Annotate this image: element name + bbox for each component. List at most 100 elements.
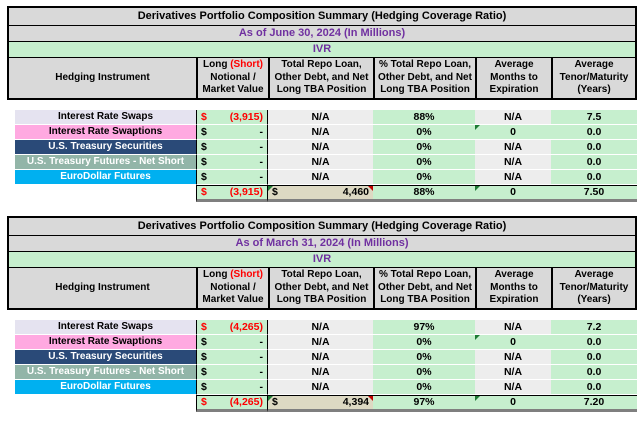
currency-symbol: $ — [201, 141, 207, 153]
spacer — [7, 155, 15, 170]
notional-value: - — [259, 336, 264, 348]
pct-cell: 97% — [373, 320, 475, 335]
tenor-cell: 0.0 — [551, 125, 637, 140]
tenor-cell: 7.5 — [551, 110, 637, 125]
currency-symbol: $ — [201, 126, 207, 138]
notional-cell: $ - — [196, 140, 268, 155]
row-label-us-treasury-futures: U.S. Treasury Futures - Net Short — [15, 155, 196, 170]
notional-cell: $ - — [196, 380, 268, 395]
notional-value: (4,265) — [229, 321, 263, 333]
col-header-avg-tenor: Average Tenor/Maturity (Years) — [551, 268, 635, 308]
notional-value: (3,915) — [229, 111, 263, 123]
spacer — [7, 395, 15, 412]
tenor-cell: 0.0 — [551, 380, 637, 395]
pct-cell: 0% — [373, 170, 475, 185]
total-months-cell: 0 — [475, 185, 551, 202]
col-header-label: Hedging Instrument — [55, 72, 150, 84]
repo-cell: N/A — [268, 380, 373, 395]
pct-cell: 0% — [373, 365, 475, 380]
col-header-pct-total-repo: % Total Repo Loan, Other Debt, and Net L… — [373, 58, 475, 98]
green-corner-indicator-icon — [475, 396, 480, 401]
notional-cell: $ - — [196, 350, 268, 365]
spacer — [7, 125, 15, 140]
col-header-avg-months: Average Months to Expiration — [475, 268, 551, 308]
total-notional-cell: $ (4,265) — [196, 395, 268, 412]
green-corner-indicator-icon — [475, 186, 480, 191]
green-corner-indicator-icon — [268, 186, 273, 191]
col-header-hedging-instrument: Hedging Instrument — [9, 268, 196, 308]
total-row: $ (4,265) $4,394 97% 0 7.20 — [7, 395, 637, 412]
row-label-interest-rate-swaptions: Interest Rate Swaptions — [15, 125, 196, 140]
pct-cell: 0% — [373, 125, 475, 140]
spacer — [7, 380, 15, 395]
spacer — [7, 140, 15, 155]
repo-cell: N/A — [268, 365, 373, 380]
spacer — [7, 320, 15, 335]
months-cell: N/A — [475, 320, 551, 335]
notional-cell: $ - — [196, 170, 268, 185]
as-of-date: As of June 30, 2024 (In Millions) — [9, 26, 635, 42]
derivatives-summary-table-march: Derivatives Portfolio Composition Summar… — [7, 216, 637, 412]
notional-cell: $ (3,915) — [196, 110, 268, 125]
column-header-row: Hedging Instrument Long (Short) Notional… — [9, 58, 635, 98]
tenor-cell: 0.0 — [551, 155, 637, 170]
col-header-label: Hedging Instrument — [55, 282, 150, 294]
column-header-row: Hedging Instrument Long (Short) Notional… — [9, 268, 635, 308]
col-header-avg-months: Average Months to Expiration — [475, 58, 551, 98]
notional-cell: $ - — [196, 365, 268, 380]
repo-cell: N/A — [268, 320, 373, 335]
green-corner-indicator-icon — [268, 396, 273, 401]
tenor-cell: 0.0 — [551, 140, 637, 155]
notional-cell: $ (4,265) — [196, 320, 268, 335]
spacer — [7, 110, 15, 125]
short-label: (Short) — [230, 269, 263, 280]
total-label-empty — [15, 185, 196, 202]
months-cell: N/A — [475, 350, 551, 365]
repo-cell: N/A — [268, 125, 373, 140]
row-label-eurodollar-futures: EuroDollar Futures — [15, 380, 196, 395]
red-corner-indicator-icon — [368, 396, 373, 401]
notional-value: - — [259, 141, 264, 153]
pct-cell: 0% — [373, 155, 475, 170]
data-rows: Interest Rate Swaps $ (3,915) N/A 88% N/A… — [7, 110, 637, 185]
total-label-empty — [15, 395, 196, 412]
table-title: Derivatives Portfolio Composition Summar… — [9, 218, 635, 236]
currency-symbol: $ — [201, 111, 207, 123]
months-cell: N/A — [475, 365, 551, 380]
months-cell: 0 — [475, 125, 551, 140]
repo-cell: N/A — [268, 170, 373, 185]
total-row: $ (3,915) $4,460 88% 0 7.50 — [7, 185, 637, 202]
currency-symbol: $ — [201, 351, 207, 363]
currency-symbol: $ — [201, 366, 207, 378]
spacer — [7, 365, 15, 380]
short-label: (Short) — [230, 59, 263, 70]
entity-name: IVR — [9, 42, 635, 58]
row-label-interest-rate-swaps: Interest Rate Swaps — [15, 320, 196, 335]
currency-symbol: $ — [272, 186, 278, 198]
col-header-avg-tenor: Average Tenor/Maturity (Years) — [551, 58, 635, 98]
months-cell: 0 — [475, 335, 551, 350]
total-repo-value: 4,460 — [342, 186, 369, 198]
row-label-interest-rate-swaptions: Interest Rate Swaptions — [15, 335, 196, 350]
currency-symbol: $ — [201, 381, 207, 393]
spacer — [7, 350, 15, 365]
repo-cell: N/A — [268, 110, 373, 125]
tenor-cell: 0.0 — [551, 365, 637, 380]
spacer — [7, 185, 15, 202]
currency-symbol: $ — [201, 156, 207, 168]
currency-symbol: $ — [201, 186, 207, 198]
total-repo-value: 4,394 — [342, 396, 369, 408]
col-header-hedging-instrument: Hedging Instrument — [9, 58, 196, 98]
pct-cell: 0% — [373, 140, 475, 155]
pct-cell: 0% — [373, 335, 475, 350]
entity-name: IVR — [9, 252, 635, 268]
total-months-cell: 0 — [475, 395, 551, 412]
tenor-cell: 0.0 — [551, 170, 637, 185]
notional-value: - — [259, 171, 264, 183]
col-header-total-repo: Total Repo Loan, Other Debt, and Net Lon… — [268, 58, 373, 98]
row-label-interest-rate-swaps: Interest Rate Swaps — [15, 110, 196, 125]
spacer — [7, 170, 15, 185]
total-repo-cell: $4,394 — [268, 395, 373, 412]
months-cell: N/A — [475, 110, 551, 125]
col-header-total-repo: Total Repo Loan, Other Debt, and Net Lon… — [268, 268, 373, 308]
